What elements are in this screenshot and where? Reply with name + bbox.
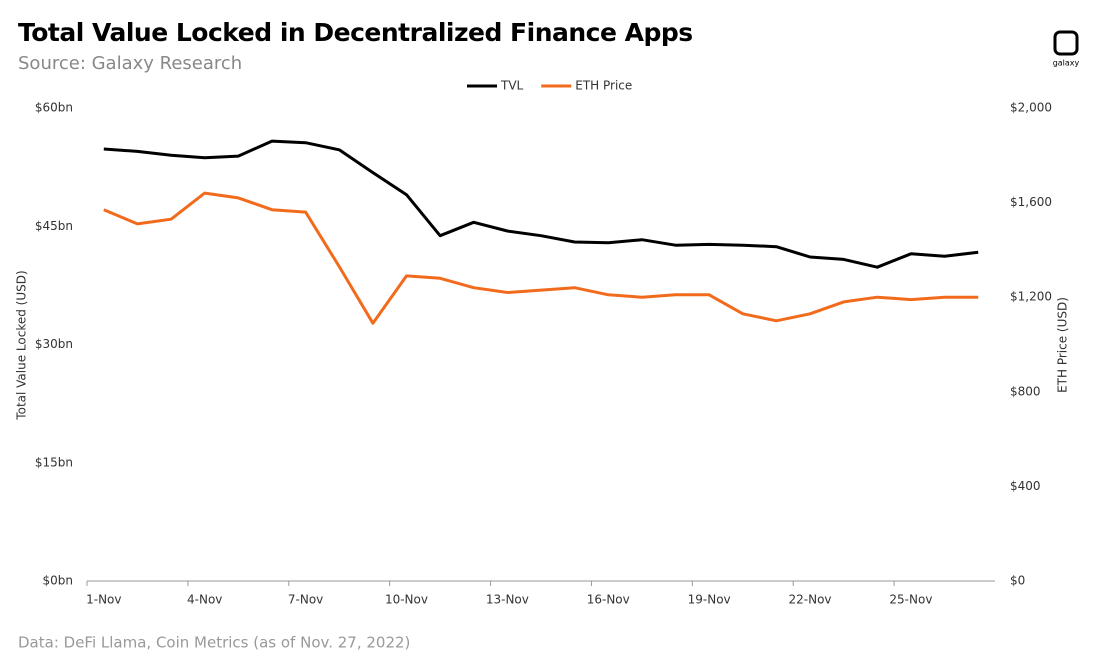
y2-tick-label: $400 [1010, 479, 1041, 493]
x-tick-label: 4-Nov [187, 593, 222, 607]
x-tick-label: 16-Nov [587, 593, 630, 607]
y-tick-label: $45bn [35, 219, 73, 233]
x-tick-label: 7-Nov [288, 593, 323, 607]
y2-tick-label: $2,000 [1010, 101, 1052, 115]
y-tick-label: $0bn [43, 574, 74, 588]
logo-text: galaxy [1053, 59, 1080, 68]
y-tick-label: $60bn [35, 101, 73, 115]
logo-icon [1053, 30, 1079, 56]
y2-tick-label: $1,200 [1010, 290, 1052, 304]
y2-tick-label: $1,600 [1010, 195, 1052, 209]
y2-axis-label: ETH Price (USD) [1056, 297, 1070, 393]
source-note: Data: DeFi Llama, Coin Metrics (as of No… [18, 634, 410, 652]
x-tick-label: 19-Nov [688, 593, 731, 607]
y2-tick-label: $800 [1010, 384, 1041, 398]
legend-label: ETH Price [575, 79, 632, 93]
x-tick-label: 25-Nov [889, 593, 932, 607]
series-line [103, 139, 979, 269]
x-tick-label: 1-Nov [86, 593, 121, 607]
x-tick-label: 22-Nov [789, 593, 832, 607]
y-axis-label: Total Value Locked (USD) [15, 270, 29, 420]
legend-label: TVL [500, 79, 524, 93]
series-line [103, 191, 979, 325]
y2-tick-label: $0 [1010, 574, 1025, 588]
x-tick-label: 13-Nov [486, 593, 529, 607]
chart-title: Total Value Locked in Decentralized Fina… [18, 18, 693, 47]
chart-subtitle: Source: Galaxy Research [18, 53, 242, 74]
y-tick-label: $30bn [35, 337, 73, 351]
y-tick-label: $15bn [35, 455, 73, 469]
x-tick-label: 10-Nov [385, 593, 428, 607]
